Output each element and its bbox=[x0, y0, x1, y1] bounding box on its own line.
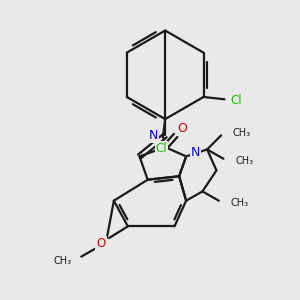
Text: CH₃: CH₃ bbox=[54, 256, 72, 266]
Text: Cl: Cl bbox=[156, 142, 167, 155]
Text: CH₃: CH₃ bbox=[233, 128, 251, 138]
Text: O: O bbox=[178, 122, 188, 135]
Text: CH₃: CH₃ bbox=[235, 156, 253, 166]
Text: CH₃: CH₃ bbox=[230, 198, 248, 208]
Text: O: O bbox=[96, 237, 106, 250]
Text: Cl: Cl bbox=[230, 94, 242, 107]
Text: N: N bbox=[191, 146, 200, 159]
Text: N: N bbox=[149, 129, 158, 142]
